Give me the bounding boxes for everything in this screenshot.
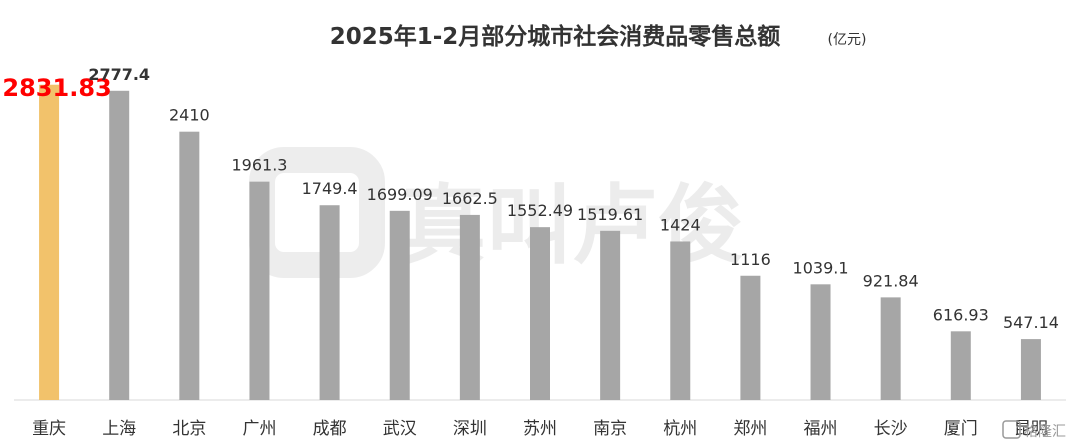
bar-3 [249, 181, 270, 400]
category-labels-group: 重庆 上海 北京 广州 成都 武汉 深圳 苏州 南京 杭州 郑州 福州 长沙 厦门 昆明 [32, 419, 1048, 439]
category-label-1: 上海 [102, 419, 136, 439]
bars-group [39, 84, 1041, 401]
badge-text: 格隆汇 [1024, 424, 1066, 440]
chart-unit: (亿元) [828, 32, 867, 48]
category-label-5: 武汉 [383, 419, 417, 439]
category-label-9: 杭州 [663, 419, 697, 439]
category-label-7: 苏州 [523, 419, 557, 439]
value-label-13: 616.93 [933, 305, 989, 324]
bar-4 [319, 205, 340, 400]
value-label-0: 2831.83 [2, 74, 111, 102]
bar-9 [670, 241, 691, 400]
bar-1 [109, 90, 130, 400]
category-label-4: 成都 [313, 419, 347, 439]
watermark-logo [249, 147, 385, 278]
value-label-6: 1662.5 [442, 189, 498, 208]
bar-2 [179, 131, 200, 401]
chart-title: 2025年1-2月部分城市社会消费品零售总额 [330, 23, 781, 50]
badge-icon [1002, 420, 1021, 439]
category-label-0: 重庆 [32, 419, 66, 439]
value-label-12: 921.84 [863, 271, 919, 290]
category-label-11: 福州 [804, 419, 838, 439]
bar-6 [459, 214, 480, 400]
value-label-3: 1961.3 [231, 156, 287, 175]
bar-10 [740, 275, 761, 400]
category-label-13: 厦门 [944, 419, 978, 439]
bar-13 [950, 331, 971, 400]
bar-7 [530, 227, 550, 400]
value-label-5: 1699.09 [367, 185, 433, 204]
corner-badge: 格隆汇 [1002, 420, 1066, 440]
value-label-8: 1519.61 [577, 205, 643, 224]
category-label-6: 深圳 [453, 419, 487, 439]
value-label-4: 1749.4 [302, 179, 358, 198]
bar-11 [810, 284, 831, 400]
value-label-10: 1116 [730, 250, 771, 269]
bar-12 [880, 297, 901, 400]
value-label-9: 1424 [660, 215, 701, 234]
bar-5 [389, 210, 410, 400]
value-label-11: 1039.1 [793, 258, 849, 277]
value-label-1: 2777.4 [88, 65, 150, 84]
category-label-14: 昆明 [1014, 419, 1048, 439]
bar-8 [600, 230, 621, 400]
category-label-3: 广州 [242, 419, 276, 439]
value-label-14: 547.14 [1003, 313, 1059, 332]
category-label-2: 北京 [172, 419, 206, 439]
category-label-10: 郑州 [733, 419, 767, 439]
category-label-8: 南京 [593, 419, 627, 439]
bar-0 [39, 84, 60, 400]
category-label-12: 长沙 [874, 419, 908, 439]
value-label-7: 1552.49 [507, 201, 573, 220]
value-label-2: 2410 [169, 106, 210, 125]
bar-14 [1020, 339, 1041, 400]
